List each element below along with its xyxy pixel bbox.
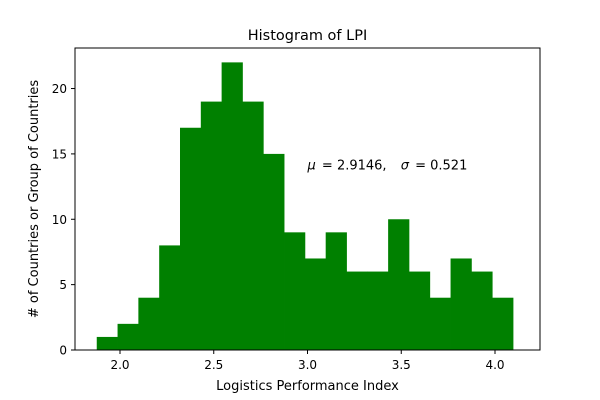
histogram-bar	[159, 245, 181, 350]
bars-group	[96, 62, 514, 350]
x-tick-label: 4.0	[485, 358, 504, 372]
histogram-bar	[429, 297, 451, 350]
y-tick-label: 0	[59, 344, 67, 358]
sigma-symbol: σ	[401, 158, 410, 173]
histogram-bar	[200, 101, 223, 350]
y-axis-ticks: 0 5 10 15 20	[52, 82, 75, 358]
y-tick-label: 5	[59, 278, 67, 292]
x-tick-label: 3.5	[392, 358, 411, 372]
histogram-bar	[492, 297, 514, 350]
y-tick-label: 20	[52, 82, 67, 96]
histogram-bar	[180, 127, 202, 350]
histogram-bar	[367, 271, 389, 350]
chart-title: Histogram of LPI	[248, 28, 368, 44]
mu-symbol: μ	[307, 158, 316, 173]
x-axis-label: Logistics Performance Index	[216, 379, 399, 394]
histogram-bar	[471, 271, 493, 350]
histogram-bar	[138, 297, 160, 350]
x-tick-label: 2.5	[204, 358, 223, 372]
histogram-bar	[263, 153, 285, 350]
histogram-bar	[221, 62, 243, 350]
y-tick-label: 15	[52, 147, 67, 161]
histogram-bar	[96, 336, 118, 350]
x-axis-ticks: 2.0 2.5 3.0 3.5 4.0	[110, 350, 505, 372]
x-tick-label: 3.0	[298, 358, 317, 372]
histogram-bar	[450, 258, 472, 350]
histogram-bar	[388, 219, 410, 350]
stats-annotation: μ = 2.9146, σ = 0.521	[307, 158, 468, 173]
histogram-bar	[325, 232, 347, 350]
histogram-bar	[117, 323, 139, 350]
mu-value: = 2.9146,	[322, 158, 387, 173]
sigma-value: = 0.521	[415, 158, 467, 173]
axes-frame	[74, 47, 541, 351]
histogram-bar	[304, 258, 327, 350]
y-tick-label: 10	[52, 213, 67, 227]
histogram-bar	[346, 271, 368, 350]
x-tick-label: 2.0	[110, 358, 129, 372]
histogram-bar	[284, 232, 306, 350]
histogram-bar	[242, 101, 264, 350]
histogram-bar	[408, 271, 431, 350]
y-axis-label: # of Countries or Group of Countries	[27, 80, 42, 319]
